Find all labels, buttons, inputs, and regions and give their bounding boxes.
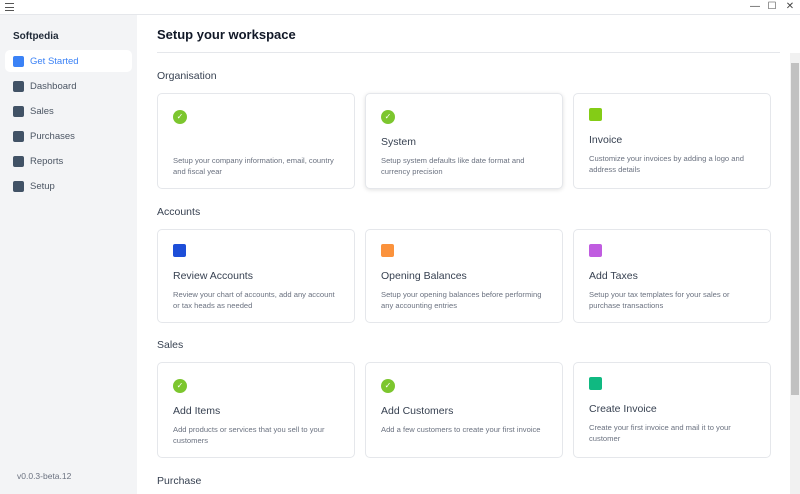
sidebar-item-dashboard[interactable]: Dashboard: [5, 75, 132, 97]
card-description: Customize your invoices by adding a logo…: [589, 154, 744, 174]
section-heading: Accounts: [157, 206, 201, 218]
card-description: Review your chart of accounts, add any a…: [173, 290, 335, 310]
card-title: [173, 136, 339, 149]
main-content: Setup your workspace Organisation ✓ Setup …: [137, 15, 790, 494]
card-description: Setup your opening balances before perfo…: [381, 290, 542, 310]
card-description: Add products or services that you sell t…: [173, 425, 325, 445]
sidebar-item-sales[interactable]: Sales: [5, 100, 132, 122]
card-description: Create your first invoice and mail it to…: [589, 423, 731, 443]
percent-icon: [589, 244, 602, 257]
sidebar-item-purchases[interactable]: Purchases: [5, 125, 132, 147]
sidebar-item-label: Setup: [30, 180, 55, 192]
card-description: Setup system defaults like date format a…: [381, 156, 525, 176]
reports-icon: [13, 155, 24, 167]
setup-card[interactable]: ✓ System Setup system defaults like date f…: [365, 93, 563, 189]
minimize-button[interactable]: —: [750, 1, 760, 12]
setup-card[interactable]: Create Invoice Create your first invoice …: [573, 362, 771, 458]
hamburger-menu-icon[interactable]: [5, 3, 14, 11]
card-description: Setup your tax templates for your sales …: [589, 290, 730, 310]
sidebar-item-setup[interactable]: Setup: [5, 175, 132, 197]
sidebar: Softpedia Get Started Dashboard Sales Purch…: [0, 15, 137, 494]
setup-card[interactable]: Invoice Customize your invoices by adding…: [573, 93, 771, 189]
title-bar: — ☐ ✕: [0, 0, 800, 15]
check-icon: ✓: [173, 379, 187, 393]
sidebar-item-label: Get Started: [30, 55, 79, 67]
card-title: Create Invoice: [589, 403, 657, 415]
setup-card[interactable]: Opening Balances Setup your opening balan…: [365, 229, 563, 323]
version-label: v0.0.3-beta.12: [17, 471, 72, 481]
sales-icon: [13, 105, 24, 117]
card-title: Add Taxes: [589, 270, 638, 282]
dashboard-icon: [13, 80, 24, 92]
divider: [157, 52, 780, 53]
setup-card[interactable]: Review Accounts Review your chart of acco…: [157, 229, 355, 323]
scrollbar[interactable]: [790, 53, 800, 494]
maximize-button[interactable]: ☐: [767, 1, 777, 12]
setup-card[interactable]: Add Taxes Setup your tax templates for yo…: [573, 229, 771, 323]
invoice-icon: [589, 108, 602, 121]
purchases-icon: [13, 130, 24, 142]
setup-card[interactable]: ✓ Setup your company information, email, …: [157, 93, 355, 189]
section-heading: Organisation: [157, 70, 217, 82]
check-icon: ✓: [381, 110, 395, 124]
card-title: Opening Balances: [381, 270, 467, 282]
setup-card[interactable]: ✓ Add Items Add products or services that …: [157, 362, 355, 458]
card-title: Invoice: [589, 134, 623, 146]
sidebar-item-label: Dashboard: [30, 80, 77, 92]
setup-icon: [13, 180, 24, 192]
section-heading: Purchase: [157, 475, 202, 487]
card-title: System: [381, 136, 417, 148]
check-icon: ✓: [173, 110, 187, 124]
page-title: Setup your workspace: [157, 27, 296, 42]
sidebar-item-get-started[interactable]: Get Started: [5, 50, 132, 72]
card-title: Add Customers: [381, 405, 454, 417]
sidebar-item-label: Reports: [30, 155, 64, 167]
scrollbar-thumb[interactable]: [791, 63, 799, 395]
close-button[interactable]: ✕: [785, 1, 795, 12]
sidebar-item-label: Sales: [30, 105, 54, 117]
brand-name: Softpedia: [13, 31, 59, 42]
search-icon: [173, 244, 186, 257]
card-title: Review Accounts: [173, 270, 253, 282]
card-title: Add Items: [173, 405, 221, 417]
tools-icon: [13, 55, 24, 67]
section-heading: Sales: [157, 339, 184, 351]
receipt-icon: [589, 377, 602, 390]
check-icon: ✓: [381, 379, 395, 393]
card-description: Add a few customers to create your first…: [381, 425, 541, 434]
wallet-icon: [381, 244, 394, 257]
setup-card[interactable]: ✓ Add Customers Add a few customers to cre…: [365, 362, 563, 458]
sidebar-item-label: Purchases: [30, 130, 75, 142]
card-description: Setup your company information, email, c…: [173, 156, 334, 176]
sidebar-item-reports[interactable]: Reports: [5, 150, 132, 172]
